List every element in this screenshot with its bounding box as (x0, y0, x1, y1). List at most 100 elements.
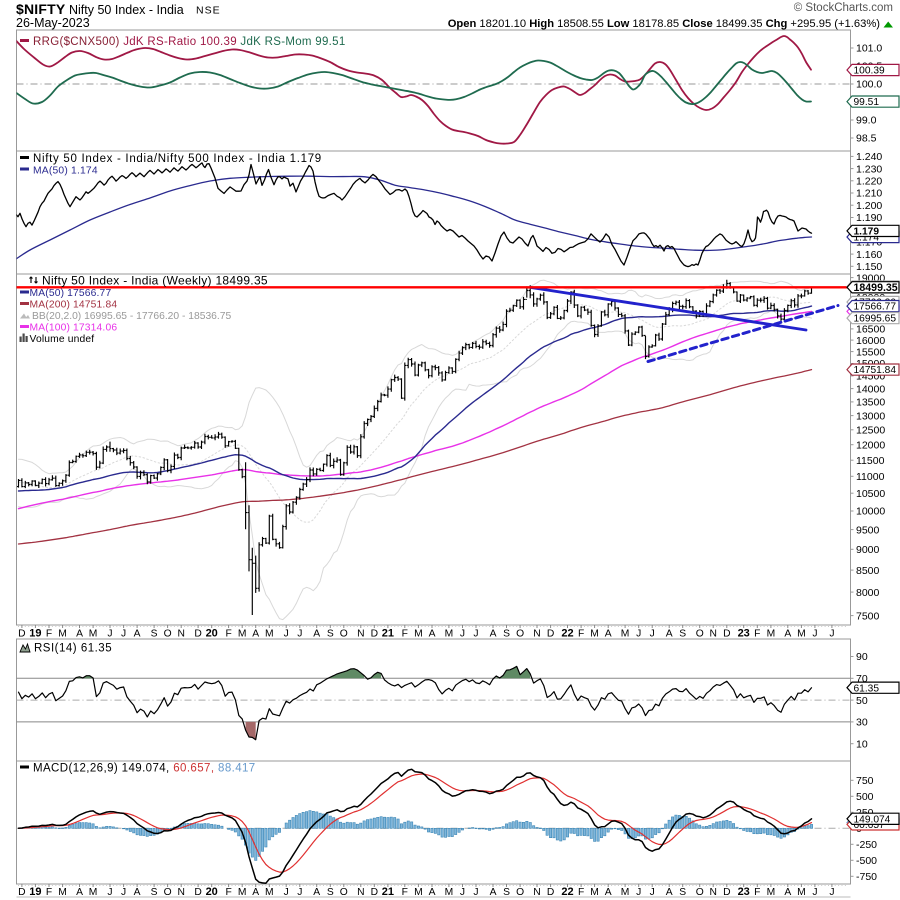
svg-text:F: F (46, 887, 52, 898)
svg-text:1.210: 1.210 (856, 188, 882, 200)
svg-text:A: A (313, 887, 320, 898)
svg-text:O: O (164, 628, 172, 639)
svg-text:O: O (340, 628, 348, 639)
svg-text:N: N (533, 628, 540, 639)
svg-text:14000: 14000 (856, 383, 885, 395)
svg-text:J: J (473, 887, 478, 898)
svg-text:$NIFTY: $NIFTY (16, 1, 66, 17)
svg-text:D: D (723, 887, 730, 898)
svg-text:MA(50) 17566.77: MA(50) 17566.77 (30, 288, 112, 299)
svg-text:A: A (134, 628, 141, 639)
svg-text:M: M (414, 628, 423, 639)
svg-text:S: S (327, 628, 334, 639)
svg-text:Volume undef: Volume undef (30, 334, 95, 345)
svg-text:9000: 9000 (856, 544, 880, 556)
svg-text:J: J (297, 887, 302, 898)
svg-text:S: S (151, 628, 158, 639)
svg-text:16995.65: 16995.65 (854, 314, 897, 325)
svg-text:11500: 11500 (856, 455, 885, 467)
svg-text:M: M (590, 887, 599, 898)
svg-text:14751.84: 14751.84 (854, 365, 897, 376)
svg-text:S: S (503, 628, 510, 639)
svg-text:13500: 13500 (856, 397, 885, 409)
svg-text:J: J (650, 628, 655, 639)
svg-text:M: M (767, 887, 776, 898)
svg-text:M: M (58, 628, 67, 639)
svg-text:A: A (429, 887, 436, 898)
svg-text:O: O (516, 887, 524, 898)
svg-text:J: J (297, 628, 302, 639)
svg-text:A: A (429, 628, 436, 639)
svg-text:A: A (252, 628, 259, 639)
svg-text:D: D (547, 628, 554, 639)
svg-text:22: 22 (561, 627, 573, 639)
svg-text:D: D (723, 628, 730, 639)
svg-text:21: 21 (382, 886, 394, 898)
svg-text:500: 500 (856, 791, 874, 803)
svg-text:1.240: 1.240 (856, 151, 882, 163)
svg-text:Nifty 50 Index - India/Nifty 5: Nifty 50 Index - India/Nifty 500 Index -… (33, 153, 322, 165)
svg-text:M: M (265, 887, 274, 898)
svg-text:Open 18201.10 High 18508.55 Lo: Open 18201.10 High 18508.55 Low 18178.85… (448, 18, 881, 30)
svg-text:F: F (754, 628, 760, 639)
svg-text:F: F (578, 887, 584, 898)
svg-text:N: N (177, 887, 184, 898)
svg-text:M: M (89, 887, 98, 898)
svg-text:F: F (402, 887, 408, 898)
svg-text:J: J (460, 887, 465, 898)
svg-text:MA(200) 14751.84: MA(200) 14751.84 (30, 300, 118, 311)
svg-text:M: M (767, 628, 776, 639)
svg-text:22: 22 (561, 886, 573, 898)
svg-text:11000: 11000 (856, 471, 885, 483)
svg-text:S: S (503, 887, 510, 898)
svg-text:12000: 12000 (856, 439, 885, 451)
svg-text:N: N (357, 628, 364, 639)
svg-text:O: O (164, 887, 172, 898)
svg-text:61.35: 61.35 (854, 683, 880, 694)
svg-text:26-May-2023: 26-May-2023 (16, 16, 90, 30)
svg-text:10500: 10500 (856, 488, 885, 500)
svg-text:20: 20 (206, 627, 218, 639)
svg-text:O: O (696, 887, 704, 898)
svg-text:O: O (696, 628, 704, 639)
svg-text:N: N (709, 887, 716, 898)
svg-text:16000: 16000 (856, 335, 885, 347)
svg-text:19: 19 (29, 627, 41, 639)
svg-text:15500: 15500 (856, 346, 885, 358)
svg-text:J: J (812, 887, 817, 898)
svg-text:13000: 13000 (856, 410, 885, 422)
svg-text:MA(50) 1.174: MA(50) 1.174 (33, 166, 98, 177)
svg-text:J: J (829, 628, 834, 639)
svg-text:J: J (121, 887, 126, 898)
svg-text:M: M (238, 887, 247, 898)
svg-text:1.190: 1.190 (856, 212, 882, 224)
svg-text:F: F (46, 628, 52, 639)
svg-text:A: A (784, 887, 791, 898)
svg-text:N: N (177, 628, 184, 639)
svg-text:S: S (679, 887, 686, 898)
svg-text:9500: 9500 (856, 524, 880, 536)
svg-text:N: N (709, 628, 716, 639)
svg-text:1.220: 1.220 (856, 176, 882, 188)
svg-text:RRG($CNX500) JdK RS-Ratio 100.: RRG($CNX500) JdK RS-Ratio 100.39 JdK RS-… (33, 36, 346, 48)
svg-text:50: 50 (856, 695, 868, 707)
svg-text:N: N (357, 887, 364, 898)
svg-text:D: D (371, 887, 378, 898)
svg-text:S: S (679, 628, 686, 639)
svg-text:A: A (76, 887, 83, 898)
svg-text:NSE: NSE (196, 5, 221, 17)
svg-text:A: A (666, 628, 673, 639)
svg-text:J: J (121, 628, 126, 639)
svg-text:A: A (313, 628, 320, 639)
svg-text:A: A (252, 887, 259, 898)
svg-text:D: D (194, 628, 201, 639)
svg-text:Nifty 50 Index - India: Nifty 50 Index - India (69, 3, 184, 17)
svg-text:21: 21 (382, 627, 394, 639)
svg-text:D: D (18, 887, 25, 898)
svg-text:M: M (590, 628, 599, 639)
svg-text:M: M (621, 628, 630, 639)
svg-text:A: A (490, 887, 497, 898)
svg-text:1.179: 1.179 (854, 227, 880, 238)
svg-text:1.230: 1.230 (856, 163, 882, 175)
svg-text:M: M (621, 887, 630, 898)
